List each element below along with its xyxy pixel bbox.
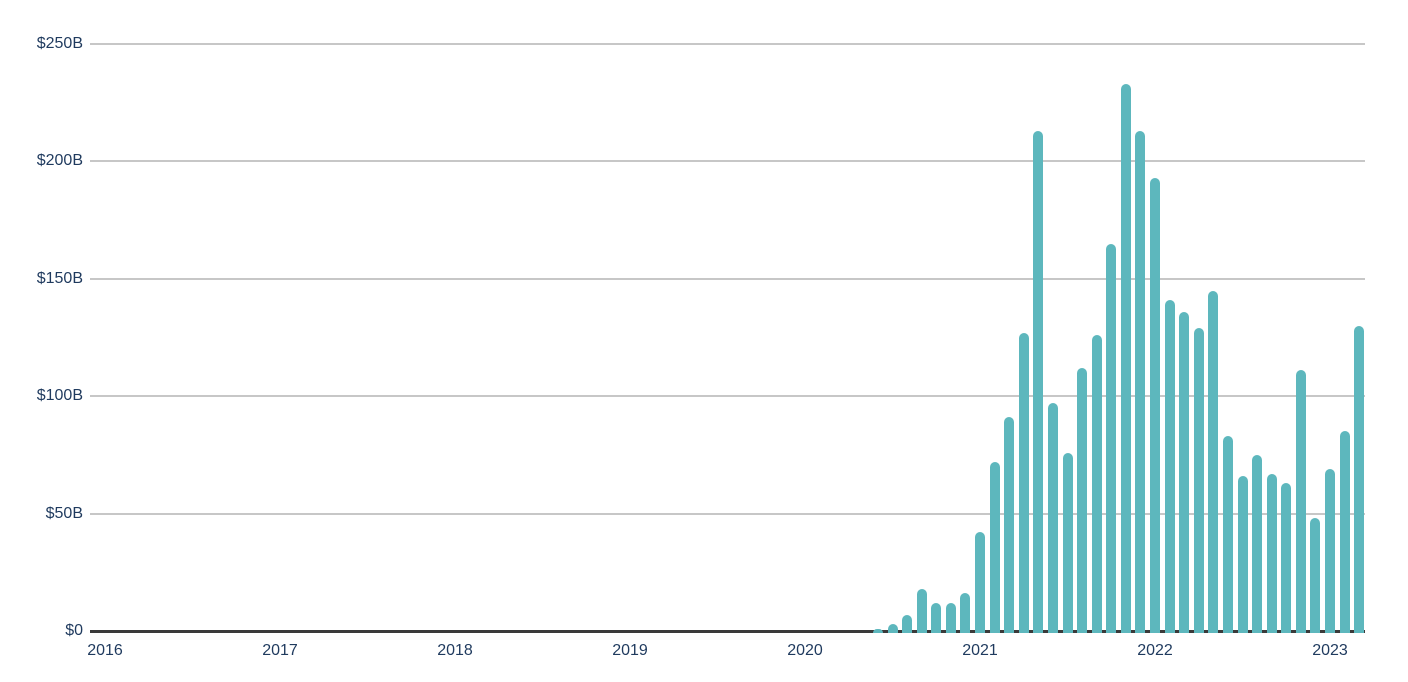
bar xyxy=(1222,436,1233,633)
x-axis-tick-label: 2022 xyxy=(1137,642,1173,659)
y-axis-tick-label: $50B xyxy=(45,504,83,522)
bar xyxy=(1004,417,1015,633)
x-axis-tick-label: 2018 xyxy=(437,642,473,659)
bar xyxy=(1339,431,1350,633)
x-axis-tick-label: 2021 xyxy=(962,642,998,659)
bar xyxy=(989,461,1000,633)
y-axis-tick-label: $100B xyxy=(36,387,83,405)
bar xyxy=(1077,368,1088,633)
bar xyxy=(1164,299,1175,633)
bar xyxy=(1018,332,1029,633)
bar xyxy=(960,593,971,633)
x-axis-tick-label: 2020 xyxy=(787,642,823,659)
bar xyxy=(1179,311,1190,633)
bar xyxy=(916,588,927,633)
gridline xyxy=(90,277,1365,280)
x-axis-line xyxy=(90,630,1365,633)
gridline xyxy=(90,395,1365,398)
bar xyxy=(1237,476,1248,633)
y-axis-tick-label: $250B xyxy=(36,35,83,52)
bar xyxy=(975,532,985,633)
bar xyxy=(1135,130,1146,633)
bar xyxy=(1354,325,1365,633)
bar xyxy=(1266,473,1277,633)
x-axis-tick-label: 2019 xyxy=(612,642,648,659)
bar xyxy=(1062,452,1073,633)
bar xyxy=(1106,243,1117,633)
bar xyxy=(1252,454,1263,633)
bar xyxy=(872,628,883,633)
gridline xyxy=(90,160,1365,163)
y-axis-tick-label: $0 xyxy=(65,622,83,639)
bar xyxy=(1325,468,1335,633)
x-axis-tick-label: 2023 xyxy=(1312,642,1348,659)
bar xyxy=(945,602,956,633)
bar xyxy=(1120,83,1131,633)
bar xyxy=(1310,518,1321,633)
y-axis-tick-label: $200B xyxy=(36,152,83,170)
bar xyxy=(1047,403,1058,633)
bar xyxy=(902,614,913,633)
y-axis-tick-label: $150B xyxy=(36,269,83,287)
x-axis-tick-label: 2016 xyxy=(87,642,123,659)
x-axis-tick-label: 2017 xyxy=(262,642,298,659)
bar xyxy=(931,602,942,633)
bar xyxy=(1281,483,1292,633)
gridline xyxy=(90,512,1365,515)
bar xyxy=(887,623,898,633)
bar xyxy=(1295,370,1306,633)
bar xyxy=(1193,328,1204,633)
bar xyxy=(1150,177,1160,633)
bar xyxy=(1208,290,1219,633)
bar xyxy=(1033,130,1044,633)
bar xyxy=(1091,335,1102,633)
gridline xyxy=(90,43,1365,45)
